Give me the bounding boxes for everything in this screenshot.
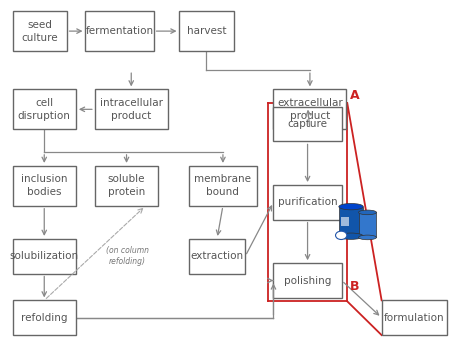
- Bar: [273, 185, 342, 220]
- Text: A: A: [350, 89, 359, 102]
- Text: membrane
bound: membrane bound: [194, 174, 251, 197]
- Text: capture: capture: [288, 119, 328, 129]
- Bar: [12, 11, 66, 51]
- Bar: [273, 263, 342, 298]
- Text: inclusion
bodies: inclusion bodies: [21, 174, 67, 197]
- Text: seed
culture: seed culture: [21, 20, 58, 43]
- Bar: [95, 166, 158, 206]
- Text: soluble
protein: soluble protein: [108, 174, 146, 197]
- Bar: [382, 300, 447, 335]
- Text: extraction: extraction: [191, 251, 244, 261]
- Bar: [341, 217, 348, 226]
- Bar: [273, 107, 342, 141]
- Bar: [273, 89, 346, 129]
- Bar: [358, 213, 376, 237]
- Text: harvest: harvest: [187, 26, 226, 36]
- Text: formulation: formulation: [384, 313, 445, 323]
- Bar: [339, 207, 363, 236]
- Bar: [12, 89, 76, 129]
- Bar: [189, 239, 245, 274]
- Bar: [95, 89, 168, 129]
- Bar: [12, 300, 76, 335]
- Ellipse shape: [358, 210, 376, 215]
- Text: (on column
refolding): (on column refolding): [106, 246, 149, 266]
- Bar: [189, 166, 257, 206]
- Bar: [180, 11, 234, 51]
- Ellipse shape: [339, 233, 363, 239]
- Text: B: B: [350, 280, 359, 293]
- Text: intracellular
product: intracellular product: [100, 98, 163, 121]
- Text: fermentation: fermentation: [85, 26, 154, 36]
- Ellipse shape: [358, 235, 376, 240]
- Ellipse shape: [339, 203, 363, 210]
- Text: refolding: refolding: [21, 313, 67, 323]
- Text: cell
disruption: cell disruption: [18, 98, 71, 121]
- Text: polishing: polishing: [284, 275, 331, 285]
- Bar: [12, 166, 76, 206]
- Text: purification: purification: [278, 197, 337, 207]
- Bar: [12, 239, 76, 274]
- Circle shape: [336, 231, 347, 239]
- Bar: [85, 11, 154, 51]
- Text: solubilization: solubilization: [9, 251, 79, 261]
- Text: extracellular
product: extracellular product: [277, 98, 343, 121]
